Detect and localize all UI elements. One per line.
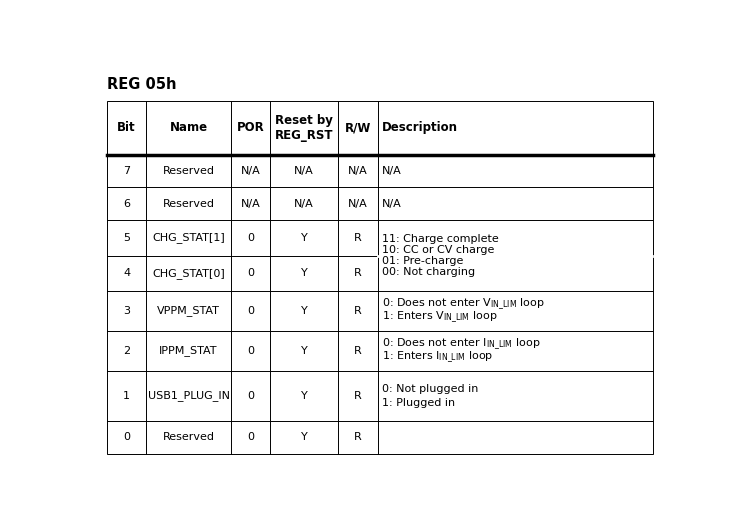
Text: Reserved: Reserved — [162, 432, 215, 442]
Text: Description: Description — [382, 121, 458, 134]
Text: 01: Pre-charge: 01: Pre-charge — [382, 256, 464, 266]
Text: 4: 4 — [123, 268, 130, 278]
Text: Y: Y — [301, 233, 308, 243]
Text: 2: 2 — [123, 346, 130, 356]
Text: N/A: N/A — [348, 199, 368, 209]
Text: R: R — [354, 391, 362, 401]
Text: Reserved: Reserved — [162, 199, 215, 209]
Text: 0: 0 — [247, 391, 254, 401]
Text: R: R — [354, 346, 362, 356]
Text: 7: 7 — [123, 166, 130, 176]
Text: 11: Charge complete: 11: Charge complete — [382, 234, 499, 244]
Text: Name: Name — [170, 121, 207, 134]
Text: 0: 0 — [247, 432, 254, 442]
Bar — [107, 101, 653, 454]
Text: 1: Enters V$_{\mathregular{IN\_LIM}}$ loop: 1: Enters V$_{\mathregular{IN\_LIM}}$ lo… — [382, 309, 498, 325]
Text: Reserved: Reserved — [162, 166, 215, 176]
Text: N/A: N/A — [294, 166, 314, 176]
Text: Y: Y — [301, 432, 308, 442]
Text: Y: Y — [301, 268, 308, 278]
Text: R: R — [354, 233, 362, 243]
Text: R: R — [354, 268, 362, 278]
Text: Y: Y — [301, 391, 308, 401]
Text: R: R — [354, 432, 362, 442]
Text: 6: 6 — [123, 199, 130, 209]
Text: R: R — [354, 306, 362, 316]
Text: 0: 0 — [247, 233, 254, 243]
Text: 1: 1 — [123, 391, 130, 401]
Text: 10: CC or CV charge: 10: CC or CV charge — [382, 245, 494, 255]
Text: 1: Plugged in: 1: Plugged in — [382, 398, 455, 407]
Text: CHG_STAT[1]: CHG_STAT[1] — [152, 232, 225, 243]
Text: 0: 0 — [247, 306, 254, 316]
Text: 00: Not charging: 00: Not charging — [382, 267, 475, 277]
Text: N/A: N/A — [382, 199, 402, 209]
Text: Bit: Bit — [117, 121, 136, 134]
Text: 0: 0 — [247, 346, 254, 356]
Text: 0: Not plugged in: 0: Not plugged in — [382, 384, 479, 394]
Text: USB1_PLUG_IN: USB1_PLUG_IN — [147, 390, 230, 401]
Text: 0: Does not enter V$_{\mathregular{IN\_LIM}}$ loop: 0: Does not enter V$_{\mathregular{IN\_L… — [382, 297, 545, 312]
Text: N/A: N/A — [294, 199, 314, 209]
Text: CHG_STAT[0]: CHG_STAT[0] — [152, 268, 225, 279]
Text: Y: Y — [301, 346, 308, 356]
Text: IPPM_STAT: IPPM_STAT — [159, 345, 218, 356]
Text: POR: POR — [236, 121, 265, 134]
Text: N/A: N/A — [382, 166, 402, 176]
Text: 0: 0 — [123, 432, 130, 442]
Text: VPPM_STAT: VPPM_STAT — [157, 305, 220, 316]
Text: N/A: N/A — [348, 166, 368, 176]
Text: 0: 0 — [247, 268, 254, 278]
Text: 1: Enters I$_{\mathregular{IN\_LIM}}$ loop: 1: Enters I$_{\mathregular{IN\_LIM}}$ lo… — [382, 349, 494, 365]
Text: N/A: N/A — [241, 199, 260, 209]
Text: Y: Y — [301, 306, 308, 316]
Text: 3: 3 — [123, 306, 130, 316]
Text: Reset by
REG_RST: Reset by REG_RST — [275, 114, 333, 142]
Text: 5: 5 — [123, 233, 130, 243]
Text: N/A: N/A — [241, 166, 260, 176]
Text: R/W: R/W — [345, 121, 371, 134]
Text: 0: Does not enter I$_{\mathregular{IN\_LIM}}$ loop: 0: Does not enter I$_{\mathregular{IN\_L… — [382, 337, 541, 352]
Text: REG 05h: REG 05h — [107, 77, 176, 92]
